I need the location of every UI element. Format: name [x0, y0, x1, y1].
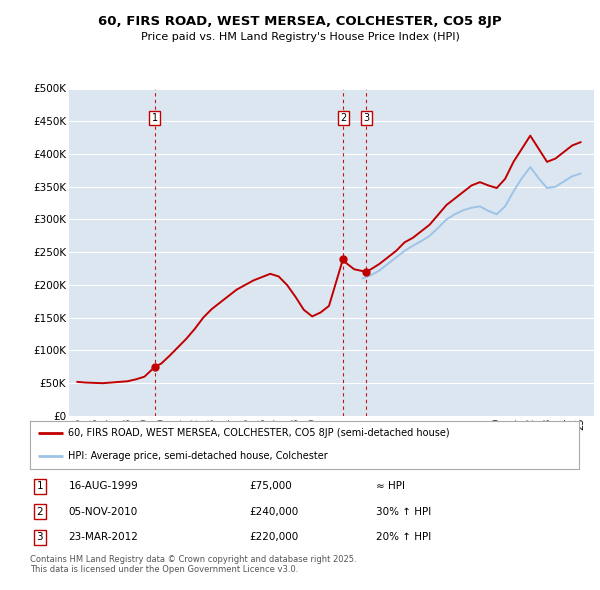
- Text: 23-MAR-2012: 23-MAR-2012: [68, 532, 139, 542]
- Text: ≈ HPI: ≈ HPI: [376, 481, 405, 491]
- Text: 60, FIRS ROAD, WEST MERSEA, COLCHESTER, CO5 8JP (semi-detached house): 60, FIRS ROAD, WEST MERSEA, COLCHESTER, …: [68, 428, 450, 438]
- Text: 60, FIRS ROAD, WEST MERSEA, COLCHESTER, CO5 8JP: 60, FIRS ROAD, WEST MERSEA, COLCHESTER, …: [98, 15, 502, 28]
- Text: 05-NOV-2010: 05-NOV-2010: [68, 507, 137, 517]
- Text: 30% ↑ HPI: 30% ↑ HPI: [376, 507, 431, 517]
- Text: £75,000: £75,000: [250, 481, 292, 491]
- Text: £240,000: £240,000: [250, 507, 299, 517]
- Text: 20% ↑ HPI: 20% ↑ HPI: [376, 532, 431, 542]
- Text: Contains HM Land Registry data © Crown copyright and database right 2025.
This d: Contains HM Land Registry data © Crown c…: [30, 555, 356, 574]
- Text: 2: 2: [340, 113, 346, 123]
- Text: 1: 1: [37, 481, 43, 491]
- Text: 2: 2: [37, 507, 43, 517]
- Text: 16-AUG-1999: 16-AUG-1999: [68, 481, 138, 491]
- Text: 3: 3: [363, 113, 369, 123]
- Text: 1: 1: [152, 113, 158, 123]
- Text: Price paid vs. HM Land Registry's House Price Index (HPI): Price paid vs. HM Land Registry's House …: [140, 32, 460, 42]
- Text: HPI: Average price, semi-detached house, Colchester: HPI: Average price, semi-detached house,…: [68, 451, 328, 461]
- Text: 3: 3: [37, 532, 43, 542]
- Text: £220,000: £220,000: [250, 532, 299, 542]
